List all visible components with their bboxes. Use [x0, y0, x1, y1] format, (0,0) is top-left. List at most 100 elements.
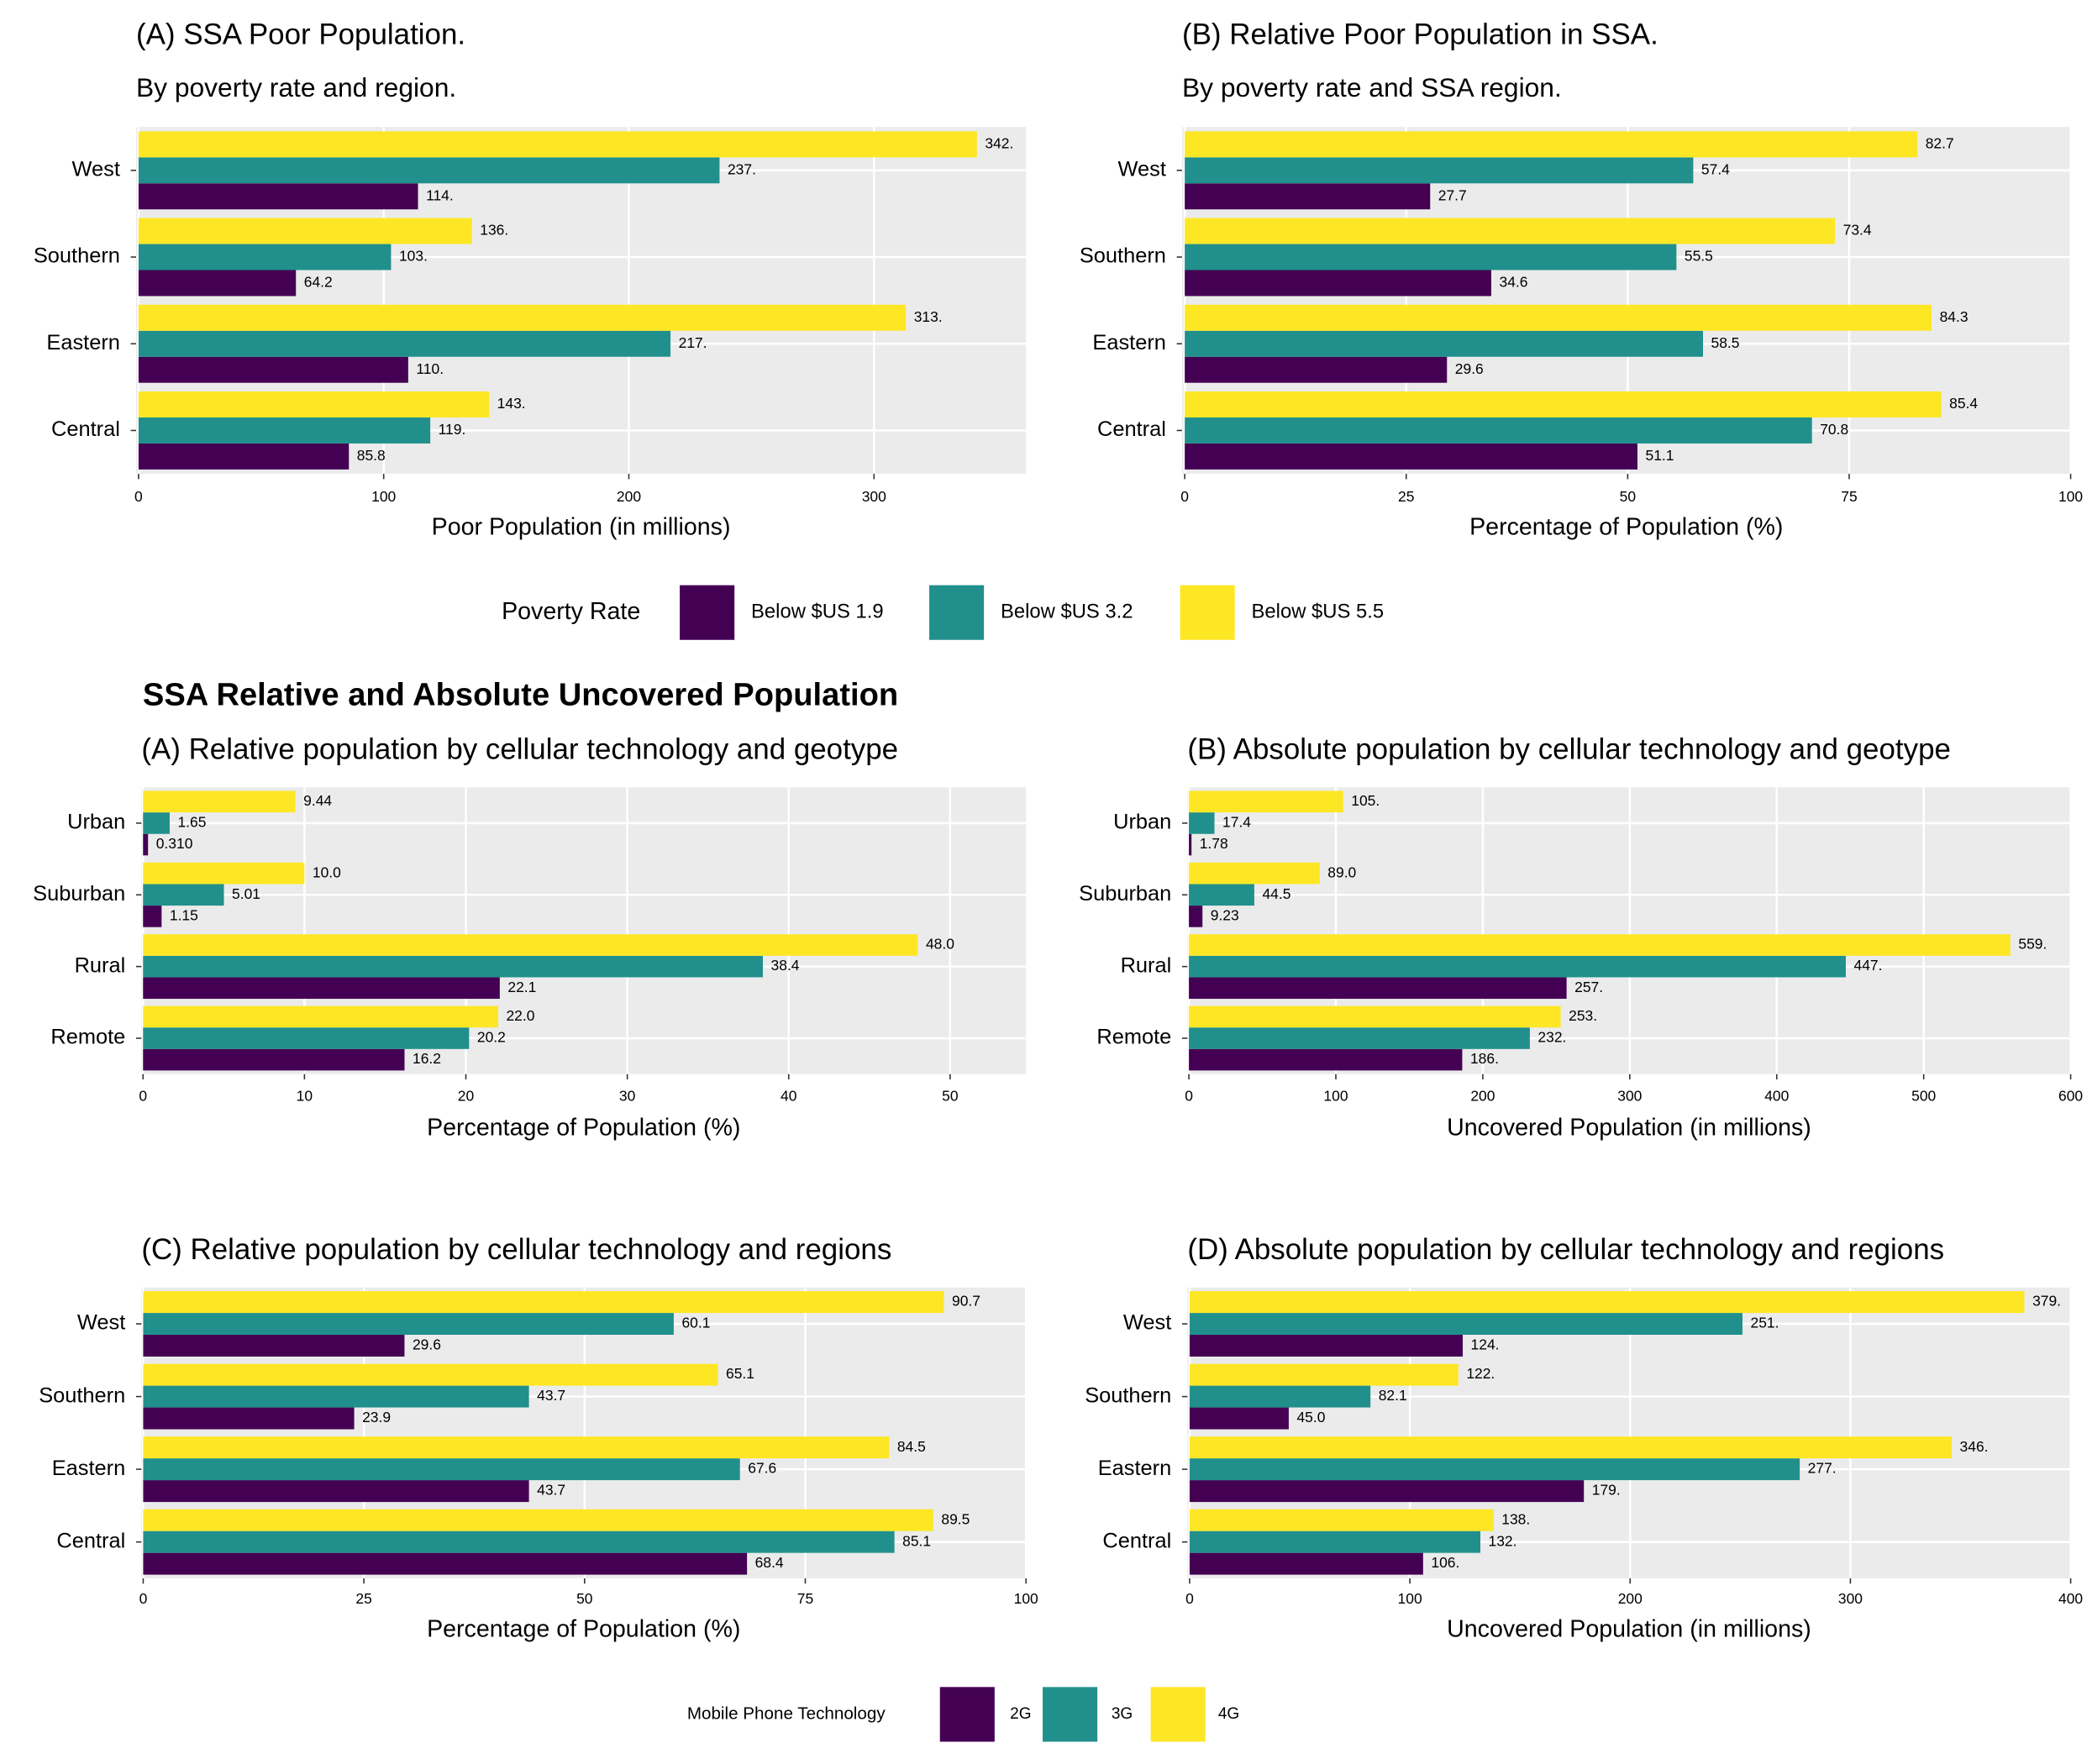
value-label: 138. [1501, 1510, 1530, 1527]
x-tick-label: 0 [1185, 1087, 1193, 1104]
legend-title: Poverty Rate [502, 598, 640, 625]
x-tick-label: 50 [576, 1590, 593, 1607]
value-label: 0.310 [156, 835, 193, 852]
y-tick-label: Central [51, 417, 120, 441]
y-tick-label: West [1118, 157, 1166, 181]
bar [1185, 330, 1703, 357]
value-label: 55.5 [1685, 248, 1713, 265]
y-tick-label: Southern [1080, 244, 1166, 268]
value-label: 9.44 [303, 792, 332, 809]
y-tick-label: Central [1102, 1529, 1171, 1552]
bar [1189, 1509, 1494, 1531]
y-tick-label: Southern [1085, 1383, 1171, 1407]
value-label: 89.5 [941, 1510, 970, 1527]
x-axis-label: Uncovered Population (in millions) [1447, 1615, 1811, 1642]
legend-key [1149, 1685, 1207, 1744]
bar [1185, 443, 1637, 470]
x-tick-label: 400 [2058, 1590, 2083, 1607]
legend-label: Below $US 1.9 [751, 601, 884, 623]
bar [138, 443, 350, 470]
x-tick-label: 0 [139, 1590, 148, 1607]
bar [143, 1291, 944, 1314]
x-tick-label: 200 [617, 488, 641, 505]
bar [1189, 1480, 1585, 1503]
value-label: 45.0 [1296, 1409, 1325, 1425]
value-label: 232. [1537, 1029, 1566, 1046]
x-tick-label: 0 [139, 1087, 147, 1104]
bar [138, 270, 297, 297]
value-label: 85.8 [357, 447, 386, 464]
x-tick-label: 10 [297, 1087, 313, 1104]
bar [143, 862, 305, 885]
value-label: 346. [1960, 1438, 1989, 1455]
y-tick-label: Rural [75, 953, 126, 977]
bar [143, 1385, 529, 1408]
value-label: 89.0 [1327, 864, 1356, 880]
value-label: 73.4 [1843, 222, 1872, 239]
x-tick-label: 20 [458, 1087, 475, 1104]
x-tick-label: 75 [797, 1590, 813, 1607]
bar [1189, 1407, 1289, 1430]
x-tick-label: 100 [1014, 1590, 1038, 1607]
y-tick-label: Suburban [33, 882, 125, 906]
legend-label: Below $US 3.2 [1001, 601, 1133, 623]
legend-key [928, 584, 986, 642]
value-label: 124. [1471, 1336, 1500, 1353]
bar [1189, 862, 1320, 885]
y-tick-label: Southern [34, 244, 120, 268]
value-label: 67.6 [748, 1460, 776, 1477]
value-label: 29.6 [413, 1336, 441, 1353]
bar [1189, 1552, 1423, 1575]
value-label: 43.7 [537, 1482, 565, 1499]
bar [1189, 1385, 1371, 1408]
legend-key [1179, 584, 1237, 642]
y-tick-label: Eastern [1092, 331, 1166, 354]
bar [1189, 884, 1254, 906]
value-label: 68.4 [755, 1554, 784, 1571]
x-tick-label: 400 [1764, 1087, 1789, 1104]
chart-title: (C) Relative population by cellular tech… [141, 1233, 891, 1266]
y-tick-label: Eastern [52, 1457, 126, 1480]
value-label: 65.1 [726, 1365, 754, 1382]
value-label: 64.2 [304, 274, 333, 291]
bar [1189, 1027, 1530, 1049]
bar [1189, 977, 1567, 1000]
value-label: 186. [1470, 1050, 1499, 1067]
x-tick-label: 100 [371, 488, 396, 505]
bar [143, 884, 224, 906]
value-label: 122. [1466, 1365, 1495, 1382]
value-label: 114. [426, 186, 454, 203]
value-label: 1.15 [170, 907, 198, 924]
x-axis-label: Percentage of Population (%) [427, 1114, 740, 1141]
x-axis-label: Poor Population (in millions) [432, 514, 731, 541]
value-label: 447. [1853, 957, 1882, 974]
bar [143, 977, 500, 1000]
bar [1185, 270, 1491, 297]
value-label: 20.2 [477, 1029, 506, 1046]
legend-label: 3G [1112, 1705, 1133, 1723]
y-tick-label: West [77, 1311, 125, 1335]
x-axis-label: Percentage of Population (%) [1469, 514, 1783, 541]
legend-label: Below $US 5.5 [1252, 601, 1385, 623]
value-label: 5.01 [232, 885, 260, 902]
value-label: 57.4 [1701, 160, 1730, 177]
value-label: 559. [2018, 936, 2047, 953]
bar [143, 1027, 470, 1049]
bar [143, 1480, 529, 1503]
y-tick-label: Southern [39, 1383, 125, 1407]
chart-title: (B) Relative Poor Population in SSA. [1182, 18, 1658, 50]
bar [143, 1313, 674, 1336]
x-tick-label: 0 [1180, 488, 1189, 505]
x-tick-label: 300 [1617, 1087, 1642, 1104]
chart-title: (A) Relative population by cellular tech… [141, 733, 898, 766]
bar [1185, 391, 1942, 417]
y-tick-label: Rural [1121, 953, 1172, 977]
value-label: 82.1 [1379, 1387, 1407, 1404]
bar [138, 356, 408, 383]
bar [1189, 1005, 1561, 1028]
value-label: 110. [416, 360, 444, 377]
y-tick-label: Urban [67, 811, 125, 834]
x-tick-label: 300 [1838, 1590, 1863, 1607]
y-tick-label: Central [1097, 417, 1166, 441]
bar [138, 330, 671, 357]
